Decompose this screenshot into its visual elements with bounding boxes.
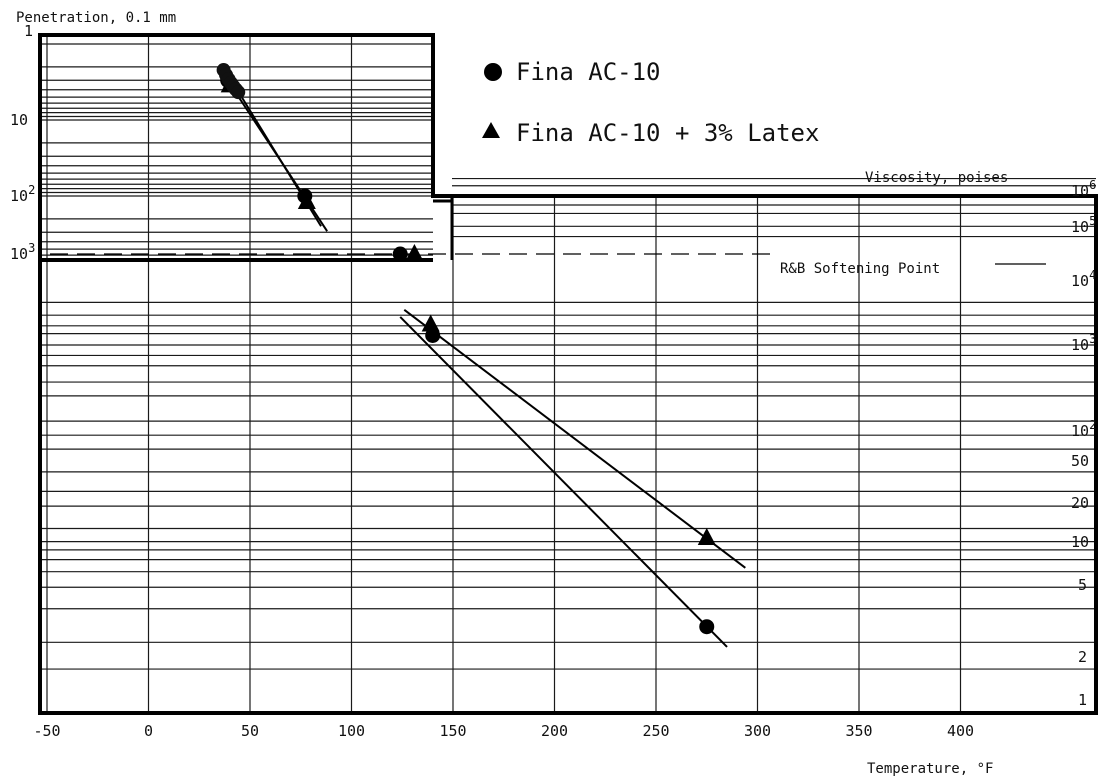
viscosity-tick-label-6: 20 — [1071, 494, 1089, 512]
legend-label-latex: Fina AC-10 + 3% Latex — [516, 119, 819, 147]
x-tick-label-0: -50 — [33, 722, 60, 740]
viscosity-tick-label-9: 2 — [1078, 648, 1087, 666]
chart-frames — [38, 33, 1098, 715]
viscosity-fit-line-1 — [403, 309, 746, 569]
tick-labels: -50 0 50 100 150 200 250 300 350 4001101021031061… — [10, 22, 1096, 740]
penetration-tick-label-3: 103 — [10, 241, 35, 263]
x-tick-label-3: 100 — [338, 722, 365, 740]
x-tick-label-9: 400 — [947, 722, 974, 740]
viscosity-point-1-0 — [421, 314, 440, 332]
x-tick-label-6: 250 — [642, 722, 669, 740]
softening-point-label: R&B Softening Point — [780, 261, 940, 277]
penetration-cluster-marker-6 — [231, 85, 246, 100]
viscosity-tick-label-0: 106 — [1071, 178, 1096, 200]
viscosity-point-0-1 — [699, 619, 715, 635]
x-tick-label-4: 150 — [439, 722, 466, 740]
viscosity-tick-label-3: 103 — [1071, 332, 1096, 354]
data-markers — [216, 63, 716, 635]
viscosity-tick-label-10: 1 — [1078, 691, 1087, 709]
viscosity-tick-label-5: 50 — [1071, 452, 1089, 470]
x-tick-label-7: 300 — [744, 722, 771, 740]
legend-label-fina: Fina AC-10 — [516, 58, 661, 86]
legend-circle-marker — [484, 63, 502, 81]
softening-point-marker-0 — [392, 246, 408, 262]
viscosity-tick-label-2: 104 — [1071, 268, 1096, 290]
legend: Fina AC-10 Fina AC-10 + 3% Latex — [482, 58, 819, 147]
viscosity-tick-label-7: 10 — [1071, 533, 1089, 551]
penetration-point-1-1 — [297, 192, 316, 210]
viscosity-point-0-0 — [425, 328, 441, 344]
x-tick-label-5: 200 — [541, 722, 568, 740]
x-tick-label-2: 50 — [241, 722, 259, 740]
x-tick-label-1: 0 — [144, 722, 153, 740]
legend-triangle-marker — [482, 122, 500, 138]
viscosity-point-1-1 — [697, 528, 716, 546]
viscosity-tick-label-4: 102 — [1071, 418, 1096, 440]
penetration-tick-label-2: 102 — [10, 183, 35, 205]
penetration-tick-label-1: 10 — [10, 111, 28, 129]
temperature-axis-title: Temperature, °F — [867, 761, 993, 777]
chart-outer-frame — [38, 33, 1098, 715]
fit-lines — [222, 73, 746, 648]
viscosity-tick-label-1: 105 — [1071, 214, 1096, 236]
viscosity-axis-title: Viscosity, poises — [865, 170, 1008, 186]
viscosity-fit-line-0 — [399, 316, 728, 648]
viscosity-tick-label-8: 5 — [1078, 576, 1087, 594]
penetration-axis-title: Penetration, 0.1 mm — [16, 10, 176, 26]
softening-point-marker-1 — [405, 244, 424, 261]
x-tick-label-8: 350 — [845, 722, 872, 740]
penetration-tick-label-0: 1 — [24, 22, 33, 40]
